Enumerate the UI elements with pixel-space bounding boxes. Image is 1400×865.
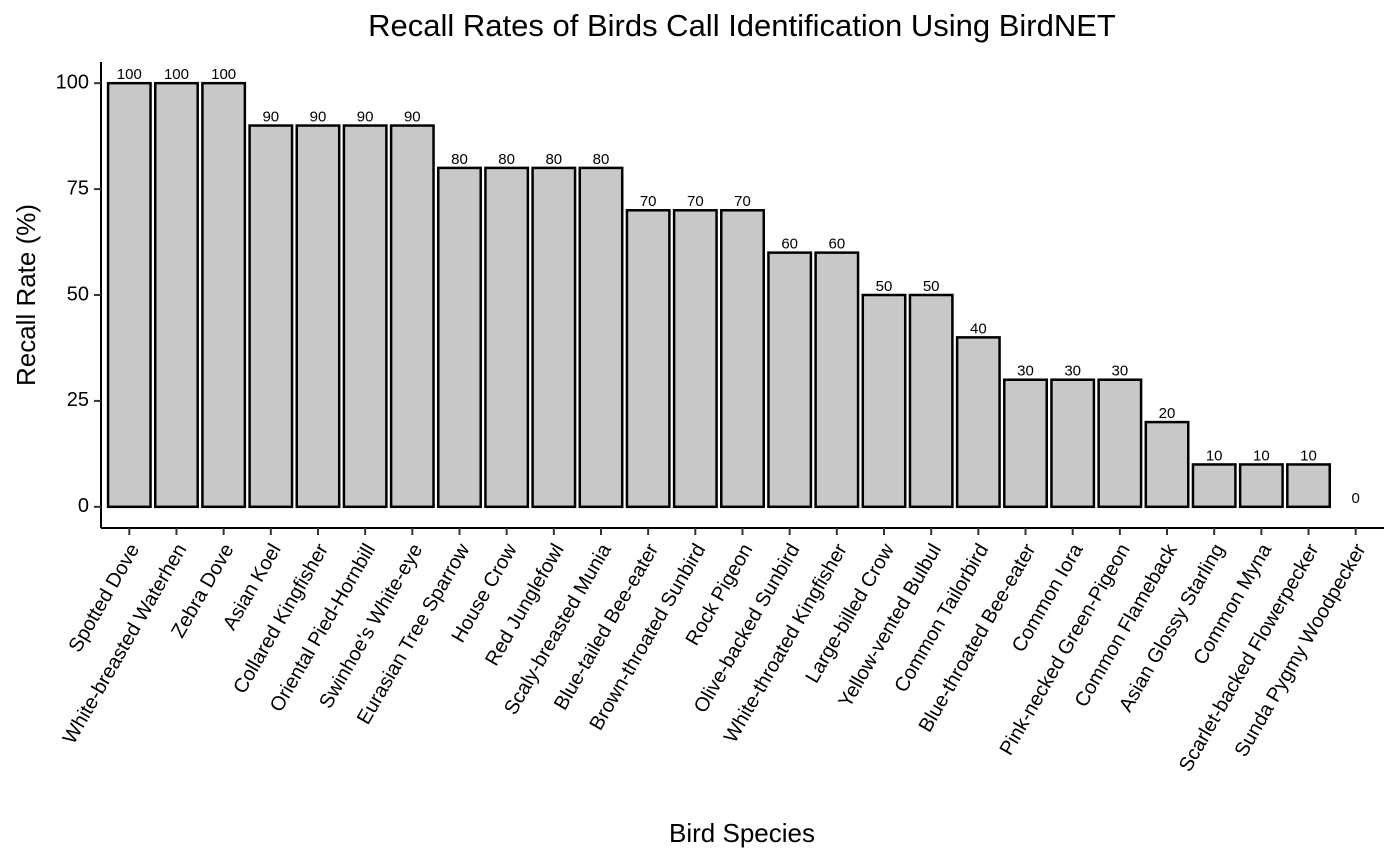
bar — [767, 251, 813, 509]
value-label: 0 — [1352, 490, 1360, 507]
value-label: 50 — [923, 278, 940, 295]
value-label: 40 — [970, 320, 987, 337]
value-label: 30 — [1064, 363, 1081, 380]
value-label: 100 — [164, 66, 189, 83]
y-tick-label: 0 — [78, 495, 89, 517]
value-label: 10 — [1253, 447, 1270, 464]
value-label: 70 — [687, 193, 704, 210]
value-label: 70 — [734, 193, 751, 210]
y-tick-label: 50 — [67, 283, 89, 305]
value-label: 80 — [498, 151, 515, 168]
bar — [389, 124, 435, 509]
bar — [201, 81, 247, 509]
value-label: 100 — [211, 66, 236, 83]
value-label: 90 — [404, 109, 421, 126]
value-label: 80 — [451, 151, 468, 168]
bar — [1097, 378, 1143, 509]
value-label: 30 — [1017, 363, 1034, 380]
bar — [153, 81, 199, 509]
value-label: 30 — [1112, 363, 1129, 380]
bar — [1050, 378, 1096, 509]
y-tick-label: 75 — [67, 177, 89, 199]
bar — [814, 251, 860, 509]
bar — [1286, 463, 1332, 509]
y-axis-title: Recall Rate (%) — [11, 204, 41, 386]
bar — [1238, 463, 1284, 509]
value-label: 10 — [1300, 447, 1317, 464]
bar — [1191, 463, 1237, 509]
bar — [625, 209, 671, 509]
bar — [955, 336, 1001, 509]
y-tick-label: 25 — [67, 389, 89, 411]
value-label: 60 — [828, 236, 845, 253]
value-label: 70 — [640, 193, 657, 210]
bar — [295, 124, 341, 509]
value-label: 10 — [1206, 447, 1223, 464]
chart-title: Recall Rates of Birds Call Identificatio… — [368, 8, 1116, 43]
x-axis-title: Bird Species — [669, 818, 815, 848]
value-label: 100 — [117, 66, 142, 83]
value-label: 80 — [593, 151, 610, 168]
bar — [720, 209, 765, 509]
bar — [672, 209, 718, 509]
y-tick-label: 100 — [56, 71, 89, 93]
value-label: 90 — [357, 109, 374, 126]
bar — [484, 166, 530, 509]
value-label: 90 — [310, 109, 327, 126]
bar — [531, 166, 577, 509]
bar — [437, 166, 482, 509]
bar — [248, 124, 294, 509]
value-label: 80 — [545, 151, 562, 168]
bar — [106, 81, 152, 509]
bar — [1144, 420, 1190, 509]
value-label: 60 — [781, 236, 798, 253]
bar — [342, 124, 388, 509]
bar — [908, 293, 954, 509]
bar — [578, 166, 624, 509]
value-label: 90 — [262, 109, 279, 126]
bar — [861, 293, 907, 509]
value-label: 50 — [876, 278, 893, 295]
value-label: 20 — [1159, 405, 1176, 422]
bar — [1003, 378, 1048, 509]
